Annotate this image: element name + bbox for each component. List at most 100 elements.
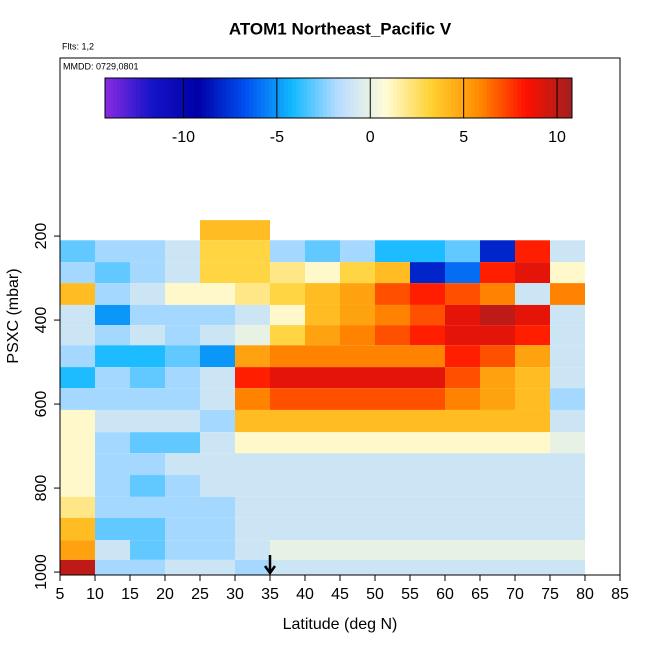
colorbar-swatch	[116, 78, 122, 118]
colorbar-swatch	[373, 78, 378, 118]
colorbar-swatch	[120, 78, 125, 118]
x-tick-label: 50	[366, 586, 384, 603]
heatmap-cell	[445, 453, 480, 476]
heatmap-cell	[235, 559, 270, 575]
y-tick-label: 200	[33, 223, 50, 250]
colorbar-swatch	[431, 78, 437, 118]
chart-title: ATOM1 Northeast_Pacific V	[229, 19, 452, 38]
heatmap-cell	[200, 453, 235, 476]
heatmap-cell	[480, 325, 515, 346]
heatmap-cell	[235, 496, 270, 518]
colorbar-swatch	[186, 78, 192, 118]
flights-note: Flts: 1,2	[62, 41, 94, 51]
colorbar-swatch	[198, 78, 203, 118]
heatmap-cell	[270, 517, 305, 541]
colorbar-swatch	[548, 78, 554, 118]
colorbar-swatch	[182, 78, 188, 118]
heatmap-cell	[480, 345, 515, 368]
heatmap-cell	[200, 432, 235, 454]
colorbar-swatch	[490, 78, 495, 118]
heatmap-cell	[130, 325, 165, 346]
heatmap-cell	[60, 409, 95, 433]
y-tick-label: 600	[33, 391, 50, 418]
colorbar-swatch	[108, 78, 114, 118]
heatmap-cell	[305, 540, 340, 560]
heatmap-cell	[130, 345, 165, 368]
colorbar-swatch	[307, 78, 312, 118]
heatmap-cell	[340, 453, 375, 476]
colorbar-swatch	[400, 78, 406, 118]
heatmap-cell	[95, 325, 130, 346]
heatmap-cell	[410, 304, 445, 326]
colorbar-swatch	[190, 78, 196, 118]
colorbar-swatch	[408, 78, 413, 118]
colorbar-swatch	[404, 78, 410, 118]
colorbar-swatch	[521, 78, 526, 118]
colorbar-swatch	[151, 78, 157, 118]
heatmap-cell	[60, 388, 95, 410]
heatmap-cell	[165, 283, 200, 305]
colorbar-swatch	[392, 78, 398, 118]
colorbar-swatch	[136, 78, 141, 118]
colorbar-swatch	[334, 78, 339, 118]
heatmap-cell	[200, 283, 235, 305]
colorbar-swatch	[140, 78, 145, 118]
heatmap-cell	[480, 496, 515, 518]
heatmap-cell	[480, 283, 515, 305]
heatmap-cell	[375, 432, 410, 454]
heatmap-cell	[550, 540, 585, 560]
y-axis-label: PSXC (mbar)	[5, 268, 22, 363]
colorbar-swatch	[163, 78, 168, 118]
heatmap-cell	[410, 559, 445, 575]
heatmap-cell	[515, 345, 550, 368]
colorbar-swatch	[478, 78, 483, 118]
heatmap-cell	[340, 517, 375, 541]
heatmap-cell	[200, 540, 235, 560]
heatmap-cell	[95, 388, 130, 410]
colorbar-swatch	[322, 78, 328, 118]
colorbar-swatch	[369, 78, 375, 118]
colorbar-swatch	[206, 78, 211, 118]
heatmap-cell	[340, 496, 375, 518]
heatmap-cell	[515, 453, 550, 476]
heatmap-cell	[340, 559, 375, 575]
heatmap-cell	[60, 325, 95, 346]
heatmap-cell	[515, 240, 550, 263]
colorbar-tick-label: 10	[548, 129, 566, 146]
heatmap-cell	[550, 453, 585, 476]
x-tick-label: 60	[436, 586, 454, 603]
heatmap-cell	[305, 325, 340, 346]
heatmap-cell	[270, 409, 305, 433]
heatmap-cell	[95, 262, 130, 284]
heatmap-cell	[130, 304, 165, 326]
heatmap-cell	[130, 432, 165, 454]
colorbar-swatch	[287, 78, 293, 118]
colorbar-swatch	[210, 78, 215, 118]
heatmap-cell	[410, 540, 445, 560]
heatmap-cell	[95, 540, 130, 560]
heatmap-cell	[340, 304, 375, 326]
heatmap-cell	[270, 388, 305, 410]
heatmap-cell	[375, 262, 410, 284]
heatmap-cell	[305, 475, 340, 497]
heatmap-cell	[235, 325, 270, 346]
colorbar-swatch	[536, 78, 542, 118]
heatmap-cell	[340, 432, 375, 454]
heatmap-cell	[445, 304, 480, 326]
heatmap-cell	[480, 432, 515, 454]
colorbar-swatch	[396, 78, 402, 118]
heatmap-cell	[515, 388, 550, 410]
colorbar-swatch	[540, 78, 546, 118]
colorbar-swatch	[342, 78, 347, 118]
heatmap-cell	[515, 304, 550, 326]
heatmap-cell	[200, 367, 235, 389]
heatmap-cell	[550, 262, 585, 284]
marker-arrow	[263, 555, 277, 576]
heatmap-cell	[305, 283, 340, 305]
heatmap-cell	[235, 475, 270, 497]
heatmap-cell	[410, 432, 445, 454]
heatmap-cell	[445, 475, 480, 497]
heatmap-cell	[375, 325, 410, 346]
colorbar-swatch	[544, 78, 550, 118]
heatmap-cell	[60, 559, 95, 575]
